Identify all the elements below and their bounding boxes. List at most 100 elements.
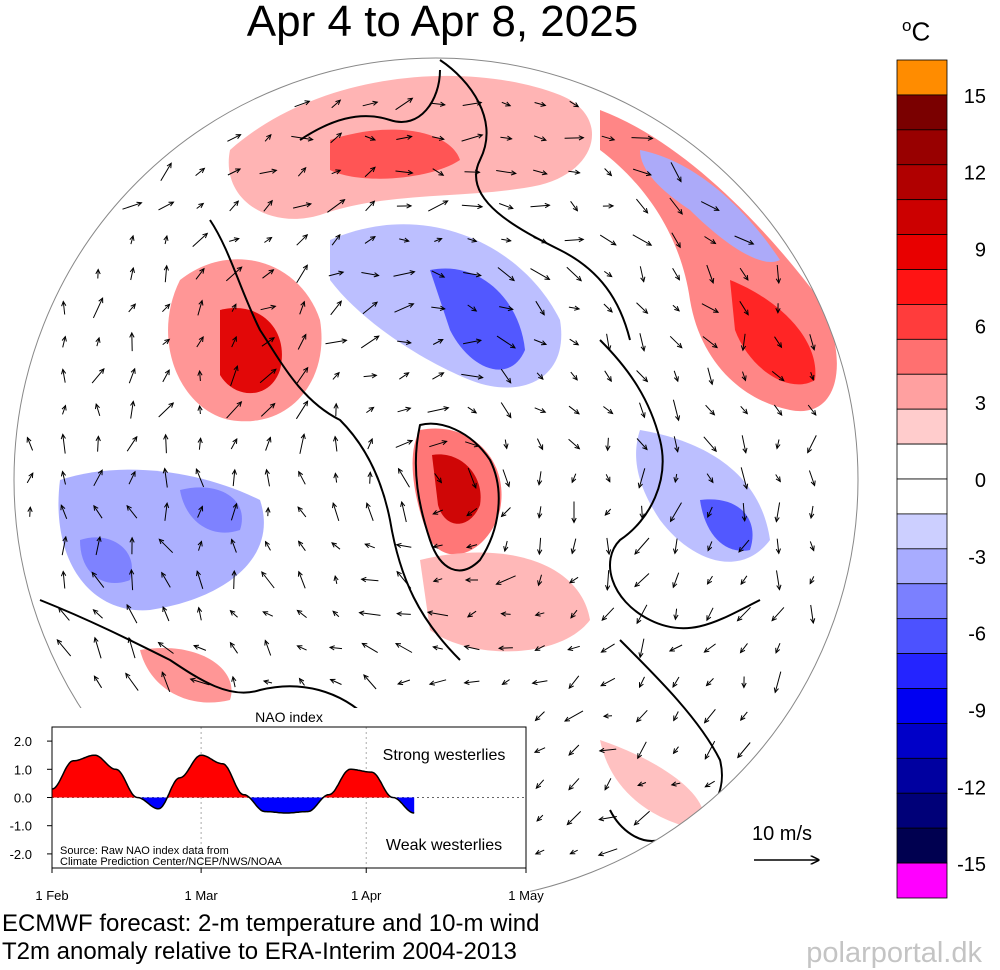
wind-arrow <box>566 266 583 282</box>
nao-y-tick-label: 0.0 <box>14 791 32 806</box>
colorbar-tick-label: 0 <box>975 470 986 492</box>
wind-arrow <box>397 406 412 413</box>
colorbar-swatch <box>896 583 948 620</box>
wind-arrow <box>364 543 375 549</box>
wind-arrow <box>570 371 578 381</box>
wind-arrow <box>397 679 411 686</box>
wind-arrow <box>296 609 307 618</box>
coastline-chukotka <box>299 69 441 141</box>
wind-arrow <box>163 264 169 283</box>
wind-arrow <box>570 609 578 619</box>
wind-arrow <box>428 200 449 212</box>
wind-arrow <box>597 848 618 857</box>
wind-arrow <box>672 746 679 755</box>
colorbar-swatches <box>896 59 948 899</box>
wind-arrow <box>605 570 611 592</box>
wind-arrow <box>231 468 237 487</box>
wind-arrow <box>534 711 545 722</box>
wind-arrow <box>265 506 271 517</box>
wind-arrow <box>128 367 136 384</box>
wind-arrow <box>428 679 447 686</box>
wind-arrow <box>229 237 240 243</box>
wind-arrow <box>461 203 484 210</box>
wind-arrow <box>636 198 649 214</box>
wind-arrow <box>537 471 543 486</box>
wind-arrow <box>670 781 681 787</box>
wind-arrow <box>537 506 543 519</box>
wind-arrow <box>534 407 547 413</box>
wind-arrow <box>231 335 237 348</box>
wind-arrow <box>196 202 205 209</box>
wind-arrow <box>431 270 446 278</box>
wind-arrow <box>463 338 483 345</box>
wind-arrow <box>193 644 207 651</box>
wind-arrow <box>603 406 614 415</box>
wind-arrow <box>61 335 67 348</box>
cold-core-west <box>80 537 132 584</box>
wind-arrow <box>500 611 511 617</box>
wind-arrow <box>775 538 781 555</box>
wind-arrow <box>363 674 377 690</box>
wind-arrow <box>740 575 748 586</box>
wind-arrow <box>809 541 815 552</box>
wind-arrow <box>296 233 309 246</box>
wind-arrow <box>91 368 105 384</box>
wind-arrow <box>568 405 580 415</box>
wind-arrow <box>162 338 171 345</box>
wind-arrow <box>61 535 68 556</box>
wind-arrow <box>670 162 682 183</box>
warm-core-greenland <box>432 454 481 524</box>
wind-arrow <box>367 437 373 450</box>
wind-arrow <box>461 133 484 142</box>
wind-vectors <box>26 97 817 892</box>
coastline-us-south <box>39 599 371 721</box>
wind-arrow <box>61 404 67 415</box>
wind-arrow <box>673 711 679 722</box>
wind-scale-label: 10 m/s <box>752 823 813 845</box>
globe-field <box>26 59 858 892</box>
wind-arrow <box>365 502 374 521</box>
wind-arrow <box>431 101 446 107</box>
wind-arrow <box>467 304 478 312</box>
degree-symbol: o <box>902 16 912 35</box>
wind-arrow <box>568 675 580 690</box>
wind-arrow <box>396 134 413 140</box>
wind-arrow <box>703 708 716 724</box>
wind-arrow <box>299 433 306 454</box>
wind-arrow <box>61 368 67 383</box>
wind-arrow <box>332 371 340 380</box>
wind-arrow <box>328 270 345 277</box>
wind-arrow <box>467 406 478 414</box>
wind-arrow <box>162 303 171 313</box>
colorbar-tick-label: -15 <box>957 854 986 876</box>
wind-arrow <box>604 270 613 278</box>
colorbar-swatch <box>896 443 948 480</box>
wind-arrow <box>362 100 379 107</box>
wind-arrow <box>364 135 377 141</box>
colorbar-tick-label: 6 <box>975 316 986 338</box>
wind-arrow <box>775 264 781 285</box>
colorbar-swatch <box>896 338 948 375</box>
wind-arrow <box>568 576 579 584</box>
wind-arrow <box>569 100 580 108</box>
nao-index-line <box>51 754 415 814</box>
wind-arrow <box>496 170 517 176</box>
wind-arrow <box>564 135 585 141</box>
wind-arrow <box>162 605 170 622</box>
wind-arrow <box>637 468 646 489</box>
wind-arrow <box>397 467 410 488</box>
colorbar-swatch <box>896 513 948 550</box>
wind-arrow <box>158 201 175 211</box>
wind-arrow <box>294 100 311 108</box>
wind-arrow <box>635 709 648 723</box>
wind-arrow <box>639 676 645 689</box>
credit-text: polarportal.dk <box>806 937 982 969</box>
wind-arrow <box>707 506 713 519</box>
warm-region-mexico <box>140 648 232 703</box>
wind-arrow <box>537 574 543 587</box>
wind-arrow <box>292 202 313 209</box>
wind-arrow <box>604 508 612 516</box>
wind-arrow <box>396 203 413 209</box>
wind-arrow <box>160 162 172 182</box>
